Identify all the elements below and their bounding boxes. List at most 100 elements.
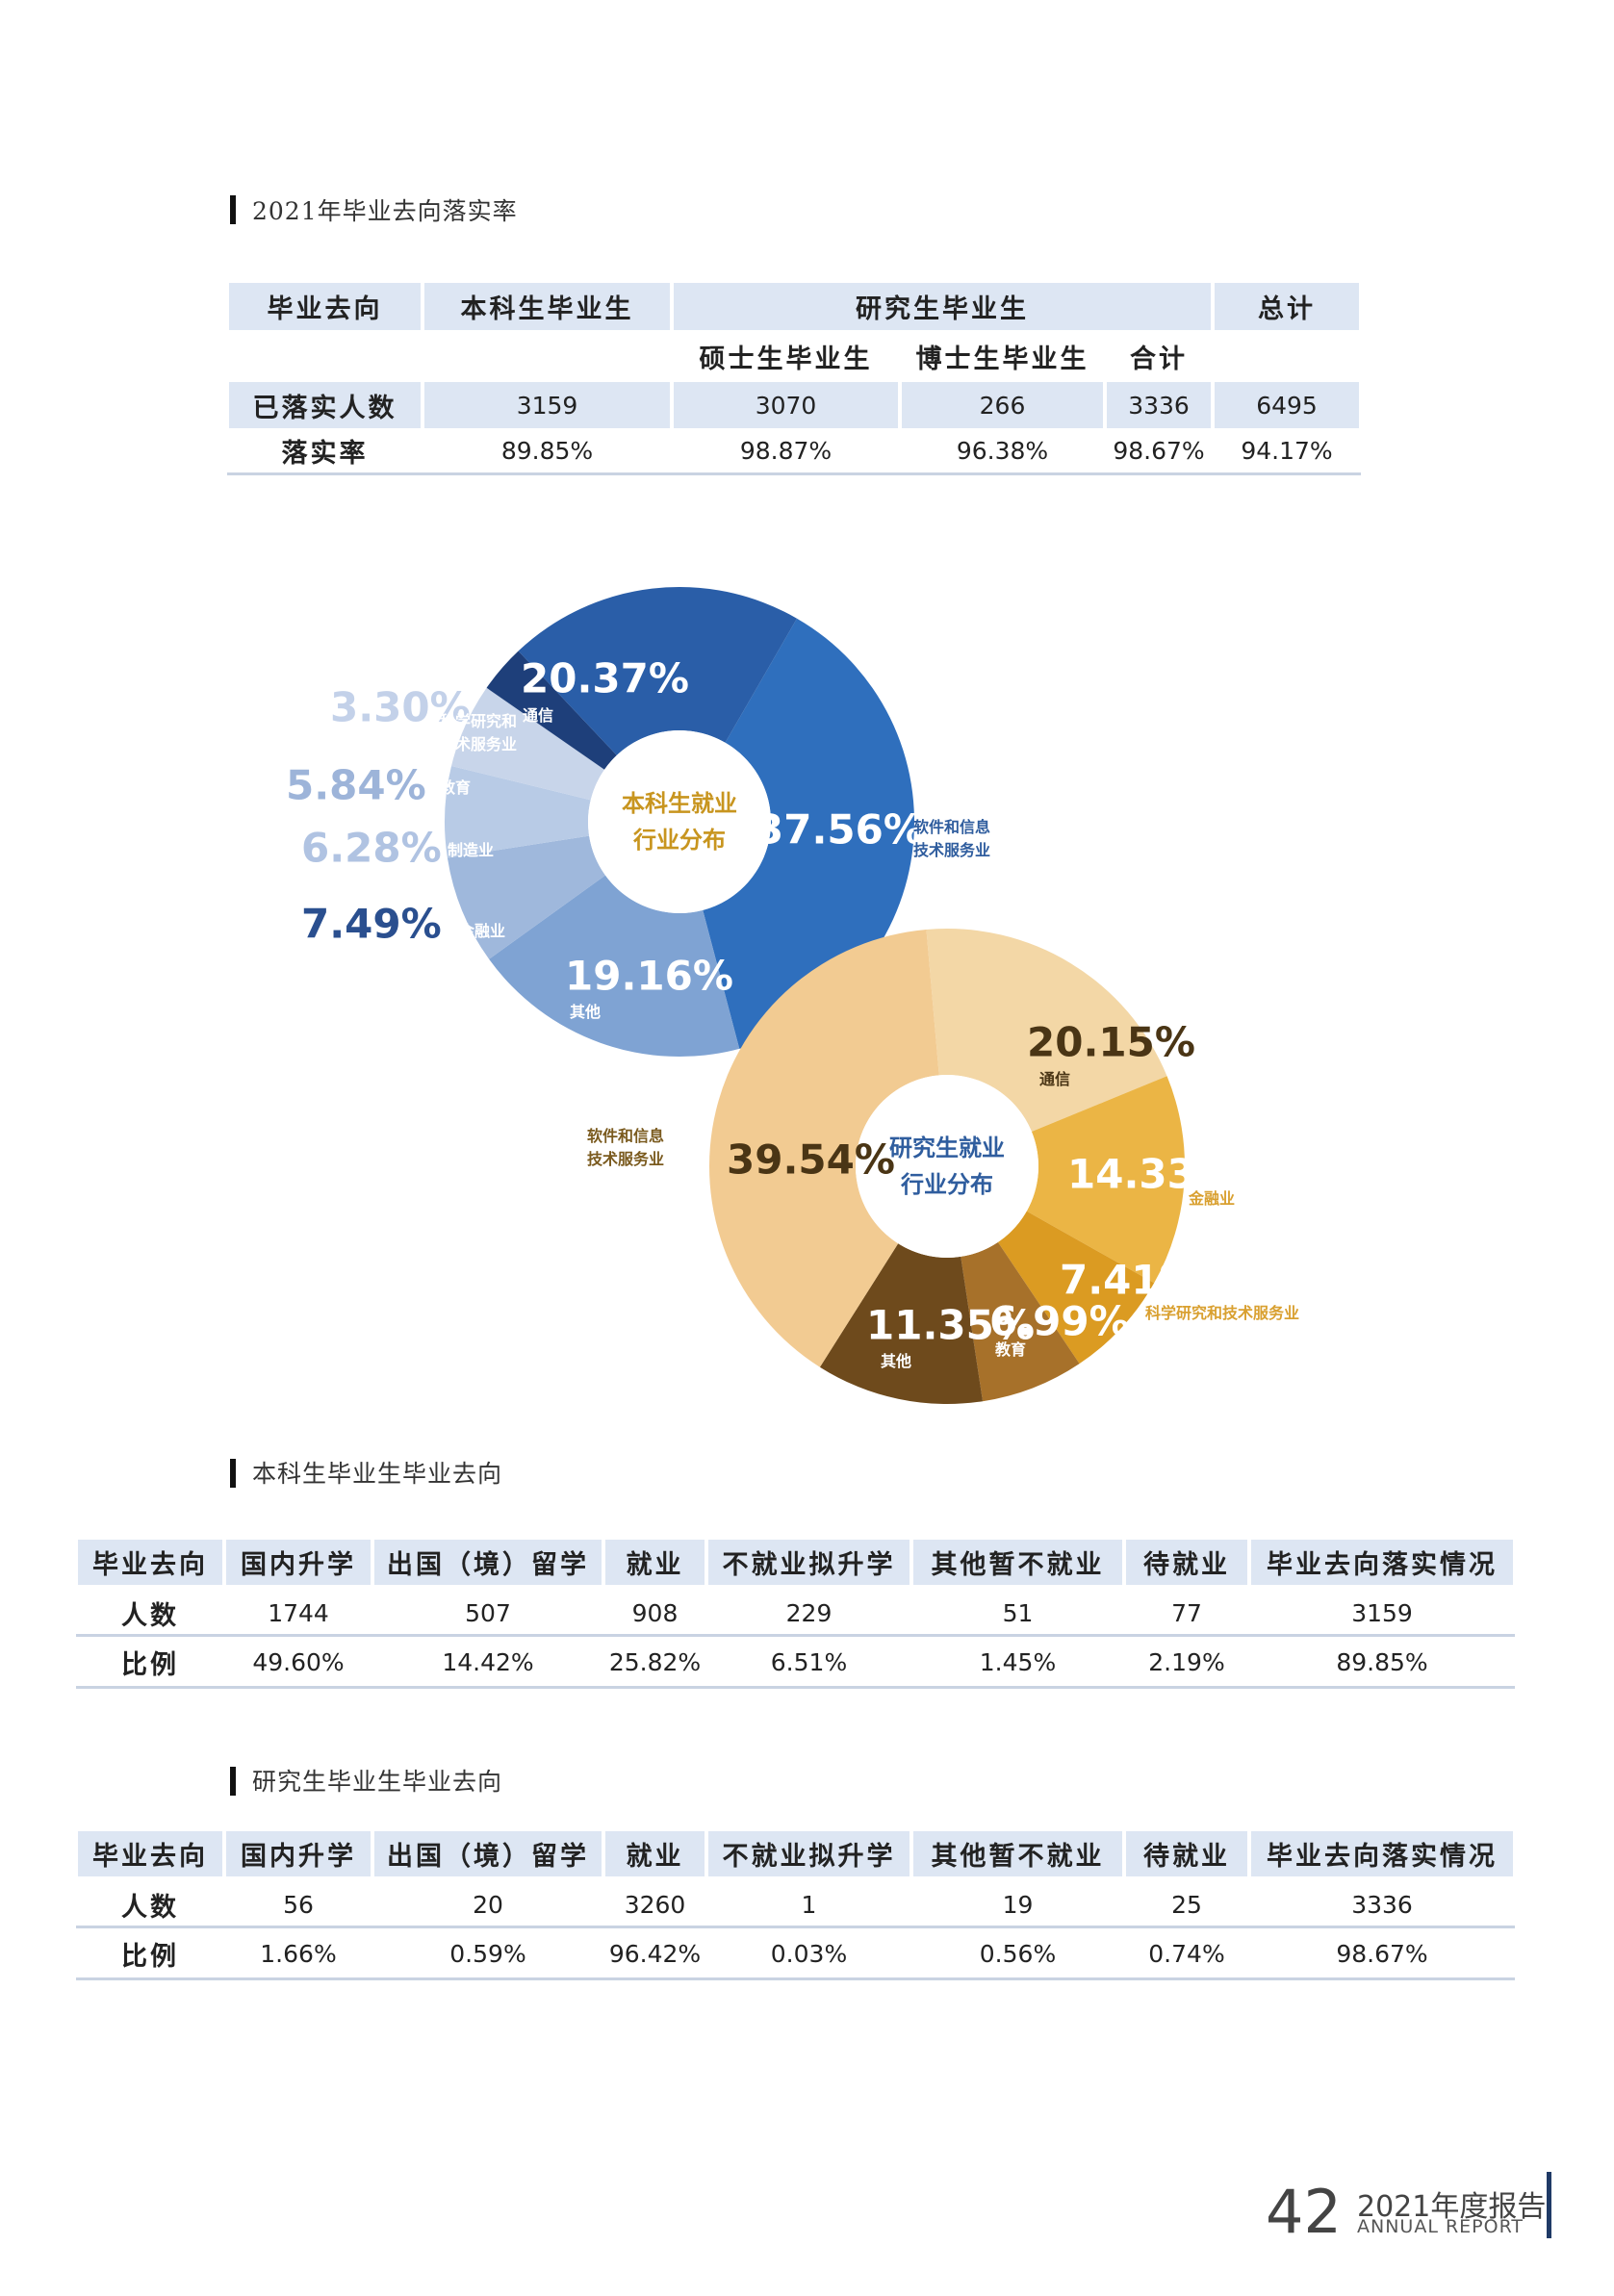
section-bar [230, 1767, 236, 1796]
pie-title: 本科生就业行业分布 [622, 790, 737, 854]
subheader-cell: 合计 [1130, 344, 1188, 374]
header-cell: 出国（境）留学 [374, 1540, 602, 1585]
table-cell: 0.74% [1148, 1939, 1225, 1968]
table-cell: 49.60% [252, 1647, 345, 1676]
table-cell: 89.85% [423, 428, 672, 472]
header-cell: 其他暂不就业 [913, 1540, 1122, 1585]
value-label: 7.41% [1060, 1256, 1200, 1304]
pie-hole [856, 1075, 1038, 1258]
row-header: 已落实人数 [229, 382, 421, 428]
table-cell: 3159 [424, 382, 670, 428]
value-label: 39.54% [727, 1135, 895, 1184]
header-cell: 不就业拟升学 [708, 1831, 909, 1876]
table-cell: 19 [1002, 1890, 1034, 1919]
table-cell: 96.38% [900, 428, 1105, 472]
table-cell: 77 [1171, 1598, 1202, 1627]
table-rule [227, 472, 1361, 475]
section-bar [230, 195, 236, 224]
row-header: 落实率 [227, 428, 423, 472]
table-cell: 20 [473, 1890, 503, 1919]
table-cell: 0.03% [770, 1939, 848, 1968]
table-cell: 1.66% [260, 1939, 337, 1968]
table-cell: 25.82% [608, 1647, 702, 1676]
section-title: 2021年毕业去向落实率 [252, 197, 518, 225]
row-header: 比例 [121, 1941, 179, 1972]
table-cell: 3336 [1107, 382, 1211, 428]
pie-segment [447, 835, 605, 959]
header-cell: 待就业 [1126, 1831, 1247, 1876]
value-label: 20.37% [521, 654, 689, 702]
table-cell: 56 [283, 1890, 314, 1919]
table-cell: 908 [631, 1598, 679, 1627]
header-cell: 出国（境）留学 [374, 1831, 602, 1876]
value-label: 6.99% [989, 1297, 1130, 1345]
table-cell: 98.87% [672, 428, 900, 472]
pie-segment [709, 929, 939, 1367]
header-cell: 国内升学 [226, 1540, 371, 1585]
section-title: 本科生毕业生毕业去向 [252, 1460, 503, 1488]
header-cell: 毕业去向落实情况 [1251, 1831, 1513, 1876]
pie-segment [926, 928, 1167, 1132]
section-bar [230, 1459, 236, 1488]
value-label: 11.35% [866, 1301, 1035, 1349]
pie-segment [961, 1241, 1080, 1402]
table-cell: 2.19% [1148, 1647, 1225, 1676]
table-cell: 89.85% [1336, 1647, 1428, 1676]
category-label: 通信 [523, 706, 554, 725]
row-header: 比例 [121, 1649, 179, 1680]
table-rule [76, 1977, 1515, 1980]
category-label: 其他 [570, 1003, 602, 1021]
category-label: 科学研究和技术服务业 [1145, 1304, 1300, 1322]
table-cell: 0.59% [449, 1939, 526, 1968]
footer-title: 2021年度报告 [1357, 2190, 1547, 2224]
pie-hole [588, 730, 771, 913]
value-label: 19.16% [565, 952, 733, 1000]
table-cell: 25 [1171, 1890, 1202, 1919]
table-cell: 1 [801, 1890, 817, 1919]
pie-segment [489, 875, 740, 1057]
table-rule [76, 1634, 1515, 1637]
table-cell: 1744 [268, 1598, 329, 1627]
table-cell: 98.67% [1105, 428, 1213, 472]
pie-segment [451, 687, 604, 801]
header-cell: 总计 [1215, 283, 1359, 330]
table-cell: 0.56% [979, 1939, 1057, 1968]
row-header: 人数 [121, 1600, 179, 1631]
pie-title: 研究生就业行业分布 [889, 1135, 1005, 1198]
footer-subtitle: ANNUAL REPORT [1357, 2216, 1524, 2237]
subheader-cell: 硕士生毕业生 [699, 344, 873, 374]
pie-segment [997, 1211, 1155, 1365]
pie-segment [486, 651, 617, 770]
header-cell: 待就业 [1126, 1540, 1247, 1585]
header-cell: 毕业去向 [78, 1540, 222, 1585]
pie-segment [703, 618, 914, 1049]
category-label: 教育 [440, 778, 472, 797]
header-cell: 毕业去向 [229, 283, 421, 330]
header-cell: 毕业去向 [78, 1831, 222, 1876]
header-cell: 其他暂不就业 [913, 1831, 1122, 1876]
table-cell: 3159 [1351, 1598, 1413, 1627]
table-cell: 3260 [624, 1890, 686, 1919]
table-cell: 96.42% [608, 1939, 702, 1968]
value-label: 20.15% [1027, 1018, 1195, 1066]
category-label: 科学研究和技术服务业 [440, 712, 518, 753]
value-label: 5.84% [286, 761, 426, 809]
header-cell: 就业 [605, 1831, 705, 1876]
table-cell: 266 [902, 382, 1103, 428]
subheader-cell: 博士生毕业生 [915, 344, 1089, 374]
table-cell: 507 [465, 1598, 511, 1627]
category-label: 其他 [881, 1352, 912, 1370]
table-cell: 94.17% [1213, 428, 1361, 472]
pie-segment [518, 587, 797, 755]
value-label: 37.56% [756, 805, 924, 854]
table-cell: 98.67% [1336, 1939, 1428, 1968]
table-cell: 51 [1002, 1598, 1034, 1627]
table-cell: 1.45% [979, 1647, 1057, 1676]
header-cell: 就业 [605, 1540, 705, 1585]
header-cell: 本科生毕业生 [424, 283, 670, 330]
category-label: 教育 [995, 1340, 1027, 1359]
header-cell: 研究生毕业生 [674, 283, 1211, 330]
value-label: 7.49% [301, 900, 442, 948]
